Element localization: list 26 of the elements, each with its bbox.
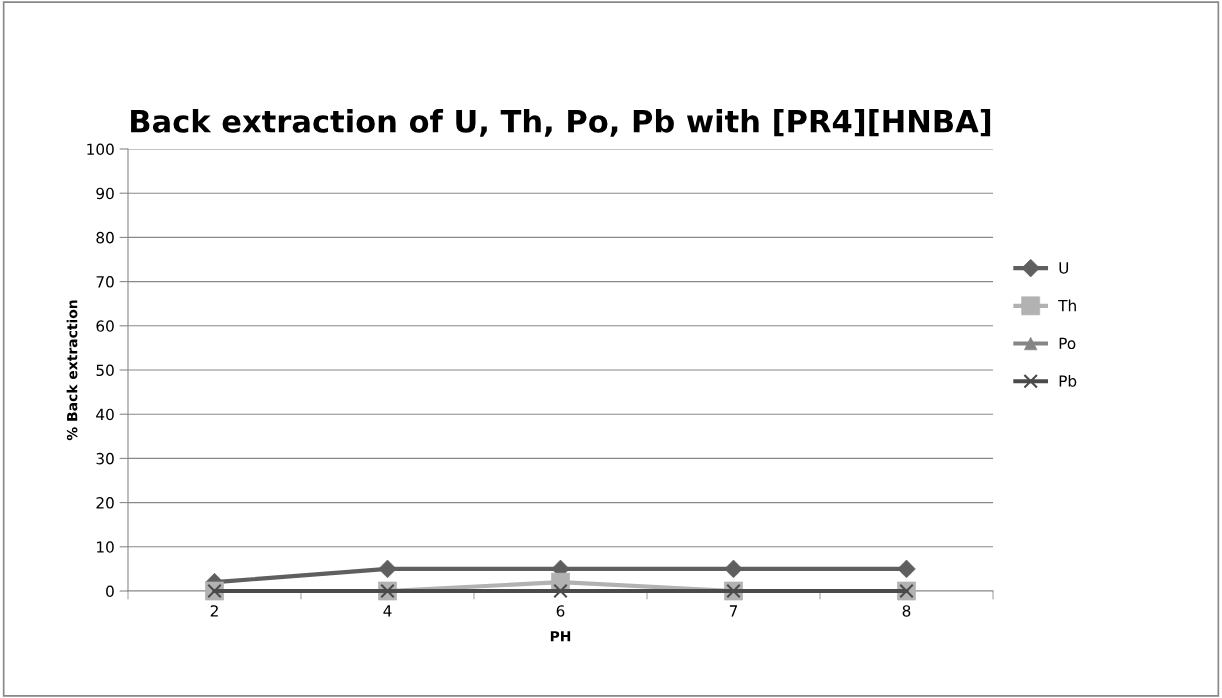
legend-label: U (1059, 262, 1069, 274)
y-tick-label: 70 (96, 276, 114, 288)
y-tick-label: 50 (96, 364, 114, 377)
y-tick-label: 90 (96, 187, 114, 200)
y-tick-label: 10 (97, 541, 114, 553)
point (897, 559, 916, 579)
x-tick-label: 2 (210, 605, 218, 617)
y-tick-label: 30 (96, 452, 114, 465)
y-tick-label: 0 (106, 585, 114, 598)
y-tick-label: 80 (96, 231, 114, 244)
y-tick-label: 100 (87, 143, 114, 156)
legend-label: Po (1059, 337, 1076, 350)
chart-title: Back extraction of U, Th, Po, Pb with [PR4][HNBA] (131, 109, 991, 137)
y-tick-label: 40 (96, 408, 114, 421)
y-tick-label: 20 (96, 497, 114, 509)
x-tick-label: 4 (383, 605, 392, 617)
y-tick-label: 60 (96, 320, 114, 332)
x-tick-label: 7 (729, 605, 738, 617)
legend-label: Pb (1059, 374, 1077, 387)
x-axis-title: PH (550, 631, 571, 642)
x-tick-label: 8 (902, 605, 911, 617)
x-tick-label: 6 (556, 605, 565, 617)
legend-label: Th (1058, 299, 1076, 312)
point (724, 559, 743, 579)
y-axis-title: % Back extraction (66, 300, 78, 441)
point (553, 583, 568, 599)
